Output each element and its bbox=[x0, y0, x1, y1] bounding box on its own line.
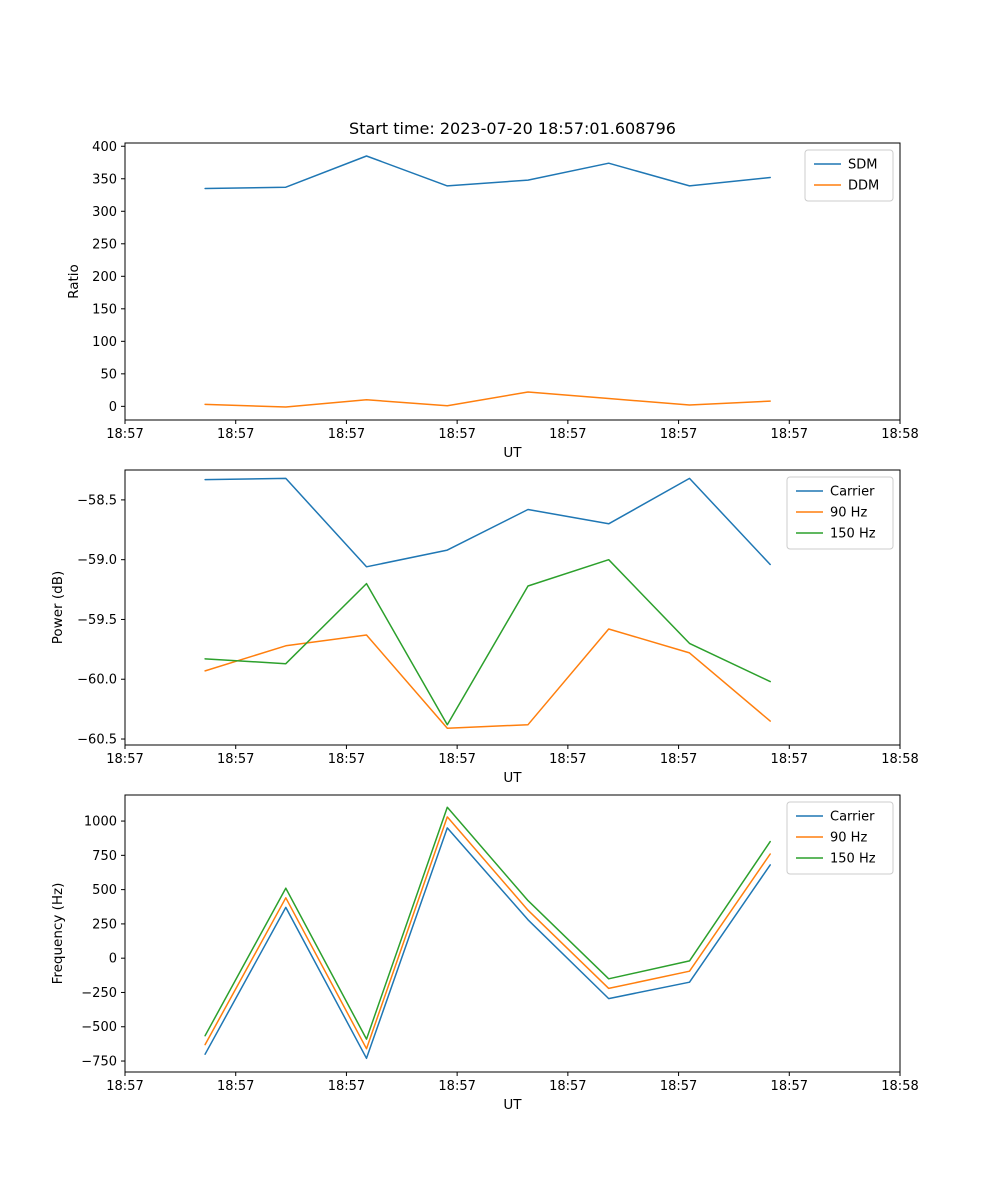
legend-label: Carrier bbox=[830, 485, 875, 500]
x-tick-label: 18:57 bbox=[217, 427, 254, 442]
y-tick-label: −750 bbox=[81, 1055, 117, 1070]
x-tick-label: 18:57 bbox=[217, 752, 254, 767]
x-tick-label: 18:57 bbox=[328, 1079, 365, 1094]
y-tick-label: 0 bbox=[109, 952, 117, 967]
x-axis-label: UT bbox=[503, 770, 522, 786]
x-tick-label: 18:57 bbox=[438, 752, 475, 767]
y-tick-label: 400 bbox=[92, 140, 117, 155]
x-tick-label: 18:57 bbox=[106, 752, 143, 767]
y-tick-label: 200 bbox=[92, 270, 117, 285]
series-line-150-hz bbox=[204, 558, 771, 726]
x-tick-label: 18:57 bbox=[438, 1079, 475, 1094]
x-axis-label: UT bbox=[503, 1097, 522, 1113]
y-tick-label: 300 bbox=[92, 205, 117, 220]
x-tick-label: 18:57 bbox=[106, 427, 143, 442]
chart-title: Start time: 2023-07-20 18:57:01.608796 bbox=[349, 119, 676, 138]
series-line-carrier bbox=[204, 477, 771, 568]
x-axis-label: UT bbox=[503, 445, 522, 461]
legend-label: SDM bbox=[848, 158, 877, 173]
axes-frame bbox=[124, 142, 901, 421]
x-tick-label: 18:57 bbox=[438, 427, 475, 442]
x-tick-label: 18:57 bbox=[771, 752, 808, 767]
y-tick-label: 150 bbox=[92, 302, 117, 317]
x-tick-label: 18:57 bbox=[328, 427, 365, 442]
x-tick-label: 18:57 bbox=[217, 1079, 254, 1094]
series-line-ddm bbox=[204, 391, 771, 408]
legend-label: DDM bbox=[848, 179, 879, 194]
x-tick-label: 18:58 bbox=[881, 1079, 918, 1094]
series-line-sdm bbox=[204, 155, 771, 190]
subplot-3: −750 −500 −250 0 250 500 750 1000 18:57 18:57 18:5… bbox=[50, 794, 919, 1113]
y-tick-label: −60.5 bbox=[77, 733, 117, 748]
legend: Carrier 90 Hz 150 Hz bbox=[786, 476, 894, 550]
x-tick-label: 18:57 bbox=[771, 1079, 808, 1094]
legend: SDM DDM bbox=[804, 149, 894, 202]
series-line-90-hz bbox=[204, 816, 771, 1050]
x-tick-label: 18:57 bbox=[660, 427, 697, 442]
y-tick-label: 50 bbox=[100, 367, 117, 382]
y-tick-label: 0 bbox=[109, 400, 117, 415]
x-tick-label: 18:57 bbox=[549, 1079, 586, 1094]
x-tick-label: 18:58 bbox=[881, 427, 918, 442]
axes-frame bbox=[124, 469, 901, 746]
x-tick-label: 18:58 bbox=[881, 752, 918, 767]
legend-label: 150 Hz bbox=[830, 527, 876, 542]
y-tick-label: −500 bbox=[81, 1020, 117, 1035]
y-axis-label: Power (dB) bbox=[50, 571, 66, 644]
x-tick-label: 18:57 bbox=[771, 427, 808, 442]
legend-label: Carrier bbox=[830, 810, 875, 825]
y-tick-label: −60.0 bbox=[77, 673, 117, 688]
y-tick-label: 350 bbox=[92, 172, 117, 187]
subplot-1: 0 50 100 150 200 250 300 350 400 18:57 18:57 18:57 1… bbox=[66, 140, 919, 461]
y-axis-label: Ratio bbox=[66, 264, 82, 299]
legend-box bbox=[786, 476, 894, 550]
legend-box bbox=[804, 149, 894, 202]
series-line-90-hz bbox=[204, 628, 771, 730]
x-tick-label: 18:57 bbox=[660, 752, 697, 767]
y-tick-label: 250 bbox=[92, 917, 117, 932]
y-tick-label: −59.5 bbox=[77, 613, 117, 628]
y-tick-label: −59.0 bbox=[77, 553, 117, 568]
y-tick-label: −250 bbox=[81, 986, 117, 1001]
y-tick-label: 500 bbox=[92, 883, 117, 898]
axes-frame bbox=[124, 794, 901, 1073]
legend-label: 90 Hz bbox=[830, 506, 867, 521]
x-tick-label: 18:57 bbox=[328, 752, 365, 767]
legend-box bbox=[786, 801, 894, 875]
x-tick-label: 18:57 bbox=[549, 752, 586, 767]
series-line-150-hz bbox=[204, 806, 771, 1040]
y-tick-label: 1000 bbox=[84, 815, 117, 830]
x-tick-label: 18:57 bbox=[106, 1079, 143, 1094]
y-tick-label: −58.5 bbox=[77, 493, 117, 508]
y-tick-label: 750 bbox=[92, 849, 117, 864]
y-tick-label: 100 bbox=[92, 335, 117, 350]
x-tick-label: 18:57 bbox=[549, 427, 586, 442]
legend-label: 150 Hz bbox=[830, 852, 876, 867]
legend: Carrier 90 Hz 150 Hz bbox=[786, 801, 894, 875]
legend-label: 90 Hz bbox=[830, 831, 867, 846]
x-tick-label: 18:57 bbox=[660, 1079, 697, 1094]
y-axis-label: Frequency (Hz) bbox=[50, 883, 66, 985]
series-line-carrier bbox=[204, 827, 771, 1060]
subplot-2: −58.5 −59.0 −59.5 −60.0 −60.5 18:57 18:57 18:57… bbox=[50, 469, 919, 786]
y-tick-label: 250 bbox=[92, 237, 117, 252]
